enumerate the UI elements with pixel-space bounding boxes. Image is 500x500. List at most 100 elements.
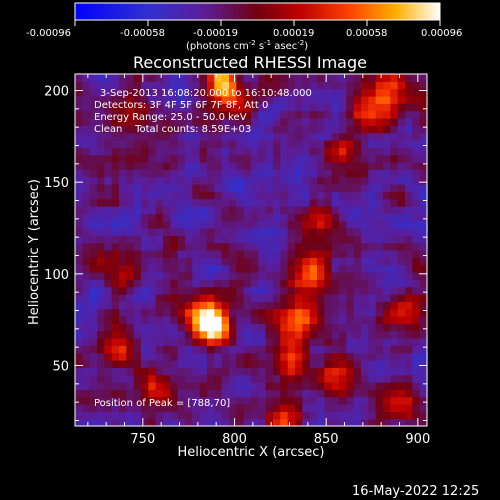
heatmap-pixel xyxy=(317,125,325,134)
heatmap-pixel xyxy=(383,396,391,405)
heatmap-pixel xyxy=(419,103,428,112)
heatmap-pixel xyxy=(287,367,296,376)
heatmap-pixel xyxy=(419,125,428,134)
heatmap-pixel xyxy=(317,176,325,185)
heatmap-pixel xyxy=(412,316,421,324)
heatmap-pixel xyxy=(236,367,245,376)
heatmap-pixel xyxy=(207,154,215,163)
heatmap-pixel xyxy=(155,382,164,390)
heatmap-pixel xyxy=(353,250,362,258)
heatmap-pixel xyxy=(390,279,399,288)
heatmap-pixel xyxy=(339,418,347,427)
heatmap-pixel xyxy=(258,360,267,368)
heatmap-pixel xyxy=(390,206,399,214)
heatmap-pixel xyxy=(236,279,245,288)
heatmap-pixel xyxy=(317,140,325,148)
heatmap-pixel xyxy=(82,418,91,427)
heatmap-pixel xyxy=(346,345,355,354)
heatmap-pixel xyxy=(287,404,296,412)
heatmap-pixel xyxy=(273,250,281,258)
heatmap-pixel xyxy=(324,367,333,376)
heatmap-pixel xyxy=(412,396,421,405)
heatmap-pixel xyxy=(126,330,135,339)
heatmap-pixel xyxy=(251,228,259,236)
heatmap-pixel xyxy=(405,235,413,244)
heatmap-pixel xyxy=(317,330,325,339)
heatmap-pixel xyxy=(331,162,340,170)
heatmap-pixel xyxy=(309,418,318,427)
heatmap-pixel xyxy=(170,345,179,354)
heatmap-pixel xyxy=(89,110,98,119)
heatmap-pixel xyxy=(375,125,384,134)
heatmap-pixel xyxy=(155,294,164,302)
heatmap-pixel xyxy=(89,74,98,82)
heatmap-pixel xyxy=(412,374,421,383)
heatmap-pixel xyxy=(383,140,391,148)
heatmap-pixel xyxy=(361,162,369,170)
heatmap-pixel xyxy=(317,323,325,332)
heatmap-pixel xyxy=(155,125,164,134)
heatmap-pixel xyxy=(155,418,164,427)
heatmap-pixel xyxy=(295,213,303,222)
heatmap-pixel xyxy=(265,147,274,156)
heatmap-pixel xyxy=(192,374,201,383)
heatmap-pixel xyxy=(75,418,83,427)
heatmap-pixel xyxy=(148,110,157,119)
heatmap-pixel xyxy=(405,103,413,112)
heatmap-pixel xyxy=(111,228,120,236)
heatmap-pixel xyxy=(229,118,237,126)
heatmap-pixel xyxy=(236,389,245,398)
heatmap-pixel xyxy=(214,228,223,236)
heatmap-pixel xyxy=(317,279,325,288)
heatmap-pixel xyxy=(119,272,127,280)
heatmap-pixel xyxy=(119,338,127,346)
heatmap-pixel xyxy=(236,301,245,310)
heatmap-pixel xyxy=(419,367,428,376)
heatmap-pixel xyxy=(412,118,421,126)
heatmap-pixel xyxy=(207,272,215,280)
x-tick-label: 750 xyxy=(130,432,155,447)
heatmap-pixel xyxy=(170,213,179,222)
heatmap-pixel xyxy=(353,264,362,273)
heatmap-pixel xyxy=(368,213,377,222)
heatmap-pixel xyxy=(221,257,230,266)
heatmap-pixel xyxy=(82,404,91,412)
heatmap-pixel xyxy=(82,147,91,156)
heatmap-pixel xyxy=(97,81,105,90)
heatmap-pixel xyxy=(243,118,252,126)
heatmap-pixel xyxy=(192,191,201,200)
heatmap-pixel xyxy=(221,132,230,141)
heatmap-pixel xyxy=(111,169,120,178)
heatmap-pixel xyxy=(170,250,179,258)
heatmap-pixel xyxy=(243,125,252,134)
heatmap-pixel xyxy=(199,323,208,332)
heatmap-pixel xyxy=(111,110,120,119)
heatmap-pixel xyxy=(331,88,340,97)
heatmap-pixel xyxy=(317,162,325,170)
heatmap-pixel xyxy=(419,301,428,310)
heatmap-pixel xyxy=(317,103,325,112)
heatmap-pixel xyxy=(148,250,157,258)
heatmap-pixel xyxy=(207,396,215,405)
heatmap-pixel xyxy=(111,198,120,207)
heatmap-pixel xyxy=(346,330,355,339)
heatmap-pixel xyxy=(280,367,289,376)
heatmap-pixel xyxy=(309,389,318,398)
heatmap-pixel xyxy=(361,360,369,368)
heatmap-pixel xyxy=(397,352,406,361)
heatmap-pixel xyxy=(199,140,208,148)
heatmap-pixel xyxy=(419,257,428,266)
heatmap-pixel xyxy=(383,74,391,82)
heatmap-pixel xyxy=(75,382,83,390)
heatmap-pixel xyxy=(258,88,267,97)
heatmap-pixel xyxy=(331,264,340,273)
heatmap-pixel xyxy=(148,242,157,251)
heatmap-pixel xyxy=(361,389,369,398)
heatmap-pixel xyxy=(339,367,347,376)
heatmap-pixel xyxy=(221,74,230,82)
heatmap-pixel xyxy=(126,286,135,295)
heatmap-pixel xyxy=(361,257,369,266)
heatmap-pixel xyxy=(192,338,201,346)
heatmap-pixel xyxy=(280,404,289,412)
